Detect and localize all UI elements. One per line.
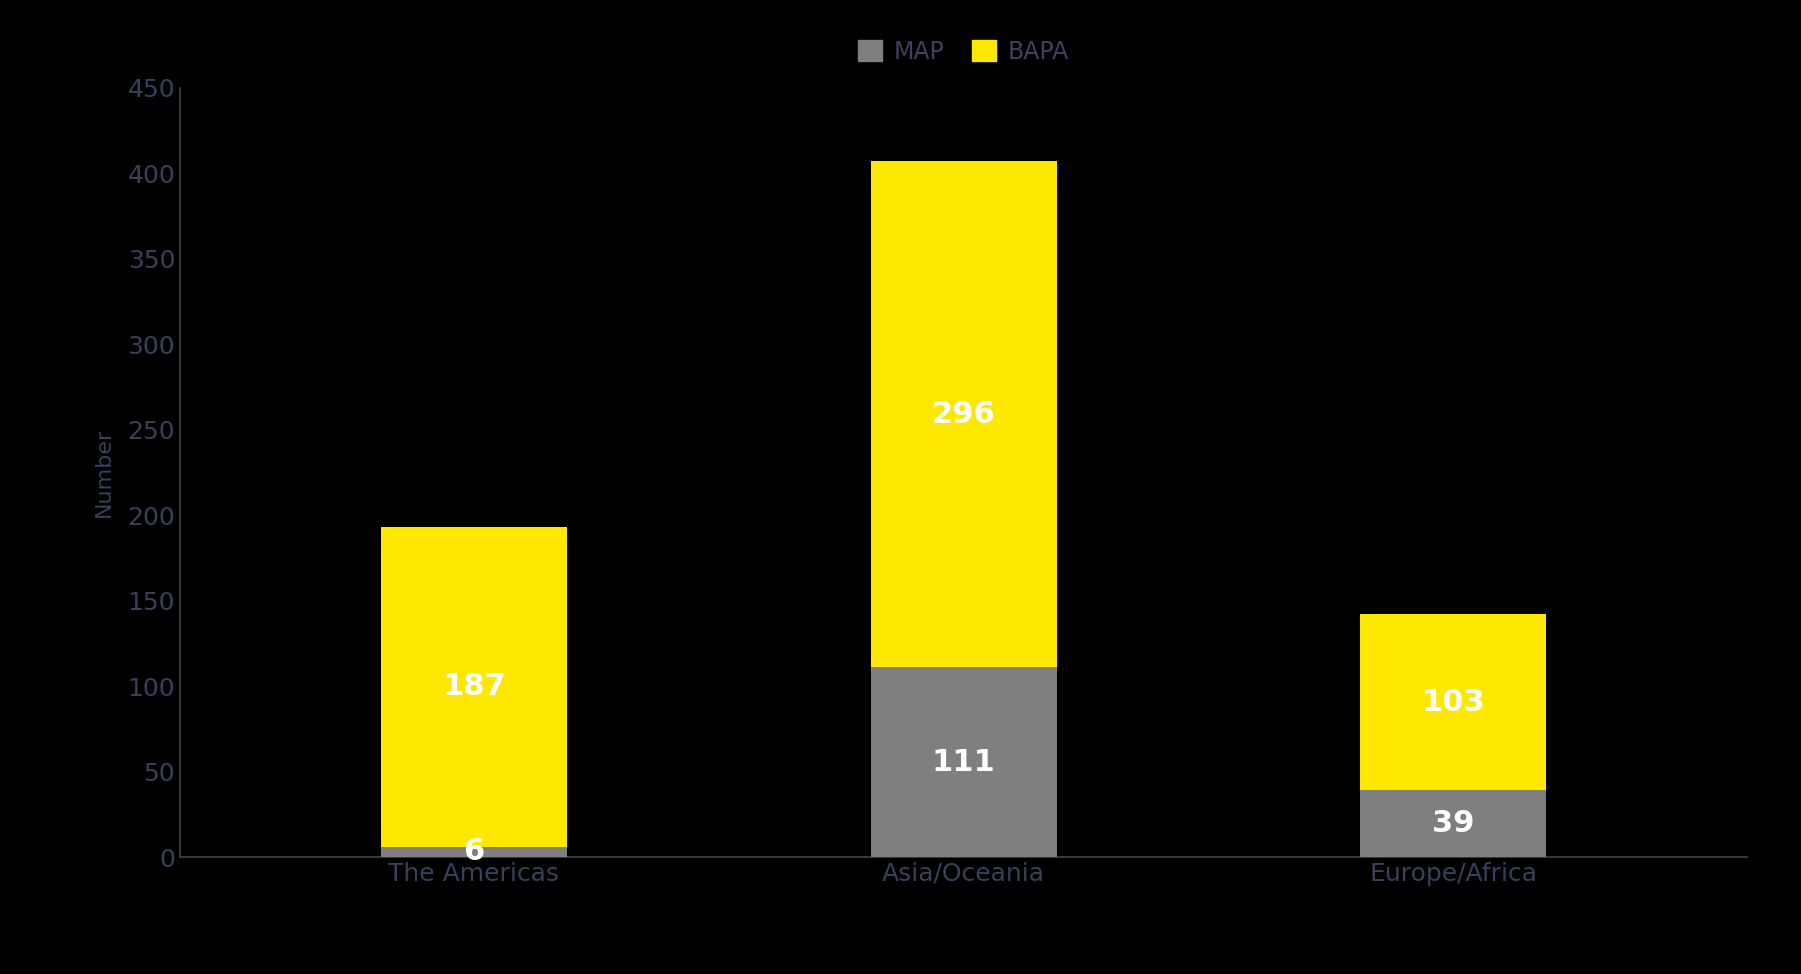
Bar xyxy=(870,667,1057,857)
Text: 111: 111 xyxy=(931,748,996,776)
Bar xyxy=(870,161,1057,667)
Text: 39: 39 xyxy=(1432,809,1475,839)
Text: 296: 296 xyxy=(931,399,996,429)
Text: 187: 187 xyxy=(441,672,506,701)
Legend: MAP, BAPA: MAP, BAPA xyxy=(848,30,1079,73)
Text: 6: 6 xyxy=(463,838,484,867)
Bar xyxy=(380,527,567,846)
Y-axis label: Number: Number xyxy=(94,428,113,517)
Bar xyxy=(1360,791,1547,857)
Text: 103: 103 xyxy=(1421,688,1486,717)
Bar xyxy=(380,846,567,857)
Bar xyxy=(1360,615,1547,791)
